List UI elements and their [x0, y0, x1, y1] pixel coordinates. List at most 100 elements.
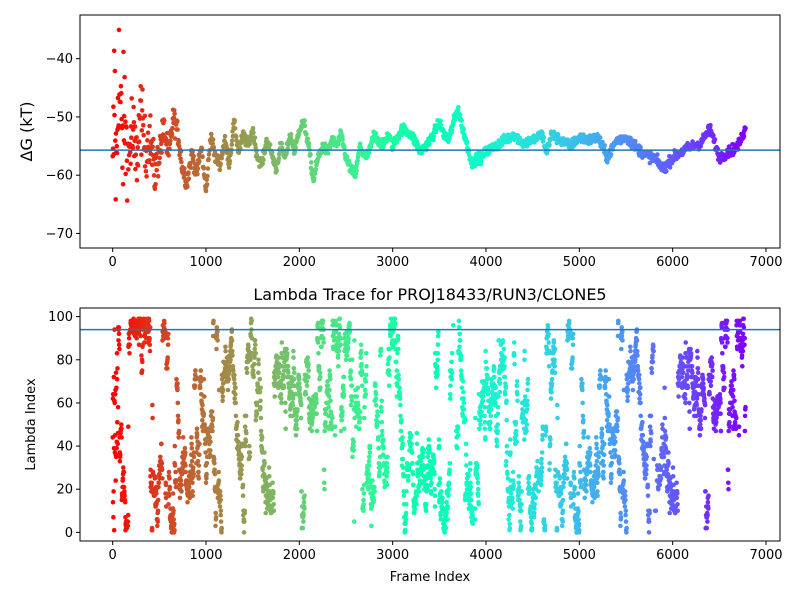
lambda-point	[599, 426, 605, 432]
lambda-point	[510, 506, 515, 511]
lambda-point	[204, 461, 210, 466]
lambda-point	[445, 504, 451, 509]
lambda-point	[683, 340, 688, 345]
lambda-point	[723, 344, 728, 350]
delta-g-point	[114, 150, 120, 156]
lambda-point	[680, 364, 686, 369]
lambda-point	[448, 383, 453, 389]
lambda-point	[385, 465, 390, 470]
lambda-point	[111, 489, 116, 494]
lambda-point	[223, 348, 228, 354]
lambda-point	[283, 409, 288, 414]
delta-g-point	[261, 157, 266, 163]
lambda-point	[608, 480, 614, 486]
lambda-point	[167, 476, 172, 481]
lambda-point	[503, 385, 509, 391]
lambda-point	[449, 376, 455, 382]
delta-g-point	[113, 131, 119, 136]
lambda-point	[482, 426, 488, 432]
lambda-point	[379, 420, 385, 425]
lambda-point	[459, 385, 465, 391]
lambda-point	[332, 424, 338, 430]
lambda-point	[165, 342, 171, 348]
lambda-point	[235, 420, 240, 425]
lambda-point	[727, 420, 732, 425]
lambda-point	[355, 385, 361, 391]
delta-g-point	[171, 115, 177, 121]
lambda-point	[242, 510, 248, 516]
lambda-point	[377, 463, 383, 468]
lambda-point	[253, 417, 259, 423]
lambda-point	[271, 502, 276, 507]
lambda-point	[117, 346, 122, 352]
lambda-point	[279, 340, 285, 345]
lambda-point	[336, 364, 341, 369]
lambda-point	[519, 508, 524, 514]
lambda-point	[455, 424, 461, 430]
lambda-point	[466, 471, 471, 477]
lambda-point	[247, 454, 252, 460]
lambda-point	[191, 454, 197, 460]
lambda-point	[606, 411, 611, 417]
delta-g-point	[120, 165, 125, 170]
delta-g-point	[227, 158, 233, 164]
lambda-point	[424, 502, 429, 507]
lambda-point	[163, 482, 169, 488]
lambda-point	[596, 471, 601, 477]
lambda-point	[648, 439, 653, 445]
lambda-point	[379, 428, 385, 434]
lambda-point	[600, 458, 606, 464]
lambda-point	[578, 478, 584, 483]
lambda-point	[366, 463, 372, 468]
x-tick-label: 7000	[749, 255, 782, 270]
lambda-point	[594, 445, 599, 451]
lambda-point	[507, 525, 513, 531]
lambda-point	[230, 364, 236, 369]
lambda-point	[175, 413, 181, 419]
lambda-point	[694, 396, 700, 401]
lambda-point	[173, 484, 179, 490]
lambda-point	[642, 476, 648, 481]
lambda-point	[667, 480, 673, 486]
delta-g-point	[414, 139, 420, 144]
delta-g-point	[136, 139, 142, 144]
lambda-point	[638, 400, 643, 406]
lambda-point	[387, 372, 392, 378]
lambda-point	[576, 508, 581, 514]
delta-g-point	[229, 142, 235, 147]
lambda-point	[340, 409, 345, 414]
lambda-point	[722, 385, 727, 391]
lambda-point	[523, 417, 529, 423]
delta-g-point	[111, 104, 116, 109]
delta-g-point	[608, 152, 614, 157]
lambda-point	[510, 495, 515, 501]
lambda-point	[726, 480, 731, 486]
lambda-point	[448, 396, 453, 401]
lambda-point	[193, 368, 198, 373]
lambda-point	[176, 417, 181, 423]
lambda-point	[155, 519, 161, 524]
delta-g-point	[366, 150, 372, 155]
delta-g-point	[251, 130, 256, 136]
lambda-point	[435, 333, 441, 339]
lambda-point	[381, 445, 386, 451]
lambda-point	[349, 357, 355, 363]
lambda-point	[421, 448, 427, 453]
lambda-point	[543, 428, 549, 434]
lambda-point	[644, 463, 649, 468]
lambda-point	[595, 465, 601, 470]
lambda-point	[578, 484, 584, 490]
lambda-point	[458, 357, 464, 363]
lambda-point	[603, 368, 608, 373]
lambda-point	[444, 499, 449, 505]
lambda-point	[370, 478, 375, 483]
delta-g-point	[113, 197, 118, 202]
lambda-point	[363, 379, 369, 384]
lambda-point	[284, 351, 290, 356]
lambda-point	[446, 480, 452, 486]
lambda-point	[248, 357, 253, 363]
lambda-point	[332, 433, 338, 438]
lambda-point	[290, 396, 296, 401]
lambda-point	[580, 413, 586, 419]
lambda-point	[316, 351, 321, 356]
